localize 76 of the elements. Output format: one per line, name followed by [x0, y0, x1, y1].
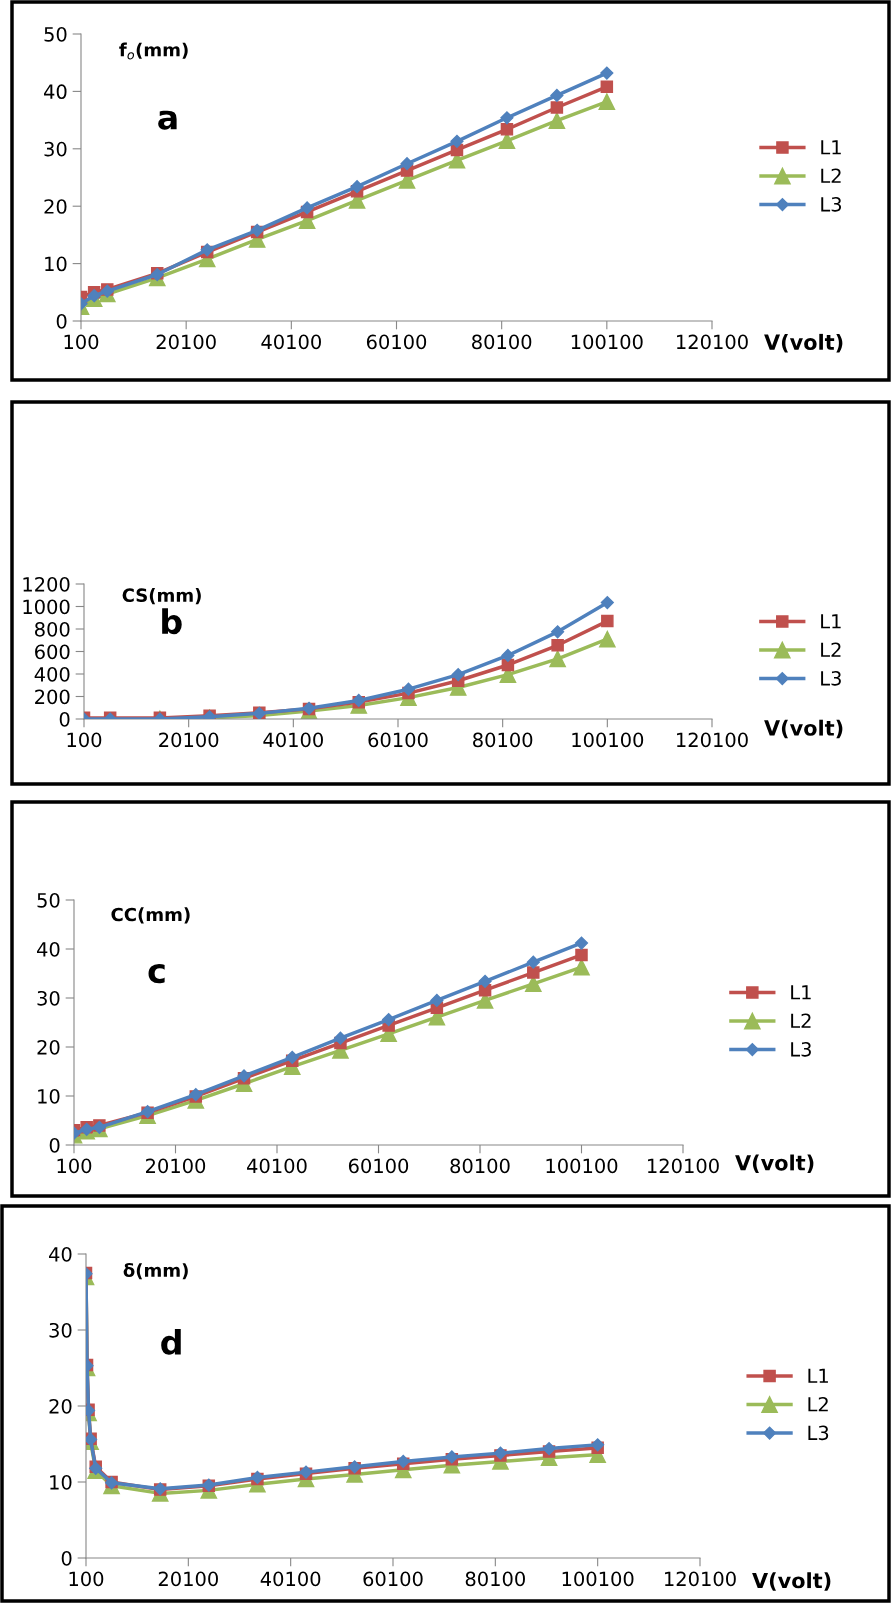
x-tick-label: 100 [67, 732, 102, 748]
x-tick-label: 60100 [363, 1571, 423, 1587]
x-axis-title: V(volt) [735, 1154, 814, 1174]
legend-label: L2 [821, 168, 841, 183]
y-axis-title: CC(mm) [111, 907, 190, 924]
y-tick-label: 400 [34, 666, 70, 682]
annotation: b [162, 608, 182, 635]
y-axis-title: f$_{o}$(mm) [119, 42, 188, 60]
x-tick-label: 60100 [348, 1158, 409, 1174]
x-tick-label: 100100 [546, 1158, 618, 1174]
x-tick-label: 80100 [450, 1158, 510, 1174]
y-tick-label: 1000 [23, 599, 70, 615]
y-tick-label: 0 [49, 1137, 60, 1153]
x-tick-label: 100 [64, 334, 99, 350]
legend-label: L2 [821, 642, 841, 657]
y-tick-label: 0 [59, 711, 70, 727]
annotation: c [148, 964, 165, 984]
x-tick-label: 100100 [572, 732, 644, 748]
x-tick-label: 40100 [261, 334, 321, 350]
legend-label: L1 [808, 1368, 828, 1383]
x-axis-title: V(volt) [764, 333, 843, 353]
x-tick-label: 100100 [562, 1571, 634, 1587]
y-tick-label: 1200 [23, 576, 70, 592]
y-tick-label: 30 [49, 1322, 72, 1338]
x-axis-title: V(volt) [764, 719, 843, 739]
y-tick-label: 600 [35, 644, 70, 660]
x-tick-label: 20100 [158, 1571, 218, 1587]
y-tick-label: 10 [50, 1474, 72, 1490]
x-axis-title: V(volt) [752, 1572, 831, 1591]
y-tick-label: 0 [56, 313, 67, 329]
y-tick-label: 50 [44, 26, 67, 42]
x-tick-label: 100 [57, 1158, 92, 1174]
x-tick-label: 20100 [159, 732, 219, 748]
y-tick-label: 50 [37, 892, 60, 908]
x-tick-label: 60100 [366, 334, 427, 350]
x-tick-label: 60100 [368, 732, 428, 748]
y-tick-label: 40 [44, 84, 67, 100]
legend-label: L3 [821, 196, 842, 212]
y-tick-label: 10 [38, 1088, 60, 1104]
x-tick-label: 100 [69, 1571, 104, 1587]
y-tick-label: 20 [37, 1039, 60, 1055]
y-tick-label: 40 [37, 941, 60, 957]
legend-label: L2 [808, 1396, 828, 1412]
y-tick-label: 30 [37, 990, 60, 1006]
x-tick-label: 40100 [260, 1571, 321, 1587]
legend-label: L3 [821, 670, 841, 686]
x-tick-label: 120100 [677, 334, 748, 350]
x-tick-label: 20100 [156, 334, 216, 350]
legend-label: L1 [821, 140, 841, 155]
legend-label: L3 [791, 1041, 811, 1057]
legend-label: L3 [808, 1425, 829, 1441]
annotation: d [161, 1329, 181, 1355]
x-tick-label: 40100 [247, 1158, 307, 1174]
x-tick-label: 80100 [472, 334, 532, 350]
y-tick-label: 20 [49, 1398, 72, 1414]
legend-label: L1 [791, 985, 811, 1000]
x-tick-label: 120100 [677, 732, 748, 748]
x-tick-label: 80100 [465, 1571, 525, 1587]
y-tick-label: 800 [35, 621, 70, 637]
y-tick-label: 20 [44, 199, 67, 214]
x-tick-label: 20100 [146, 1158, 206, 1174]
legend-label: L1 [821, 614, 841, 629]
annotation: a [158, 110, 177, 130]
x-tick-label: 80100 [473, 732, 533, 748]
y-tick-label: 0 [61, 1550, 72, 1566]
y-axis-title: CS(mm) [122, 588, 201, 605]
y-tick-label: 40 [49, 1246, 72, 1262]
x-tick-label: 120100 [665, 1571, 736, 1587]
y-tick-label: 10 [45, 256, 67, 272]
legend-label: L2 [791, 1013, 811, 1028]
y-tick-label: 200 [35, 689, 70, 705]
y-axis-title: δ(mm) [123, 1262, 188, 1280]
x-tick-label: 120100 [648, 1158, 719, 1174]
y-tick-label: 30 [44, 141, 67, 157]
x-tick-label: 100100 [571, 334, 643, 350]
x-tick-label: 40100 [263, 732, 323, 748]
